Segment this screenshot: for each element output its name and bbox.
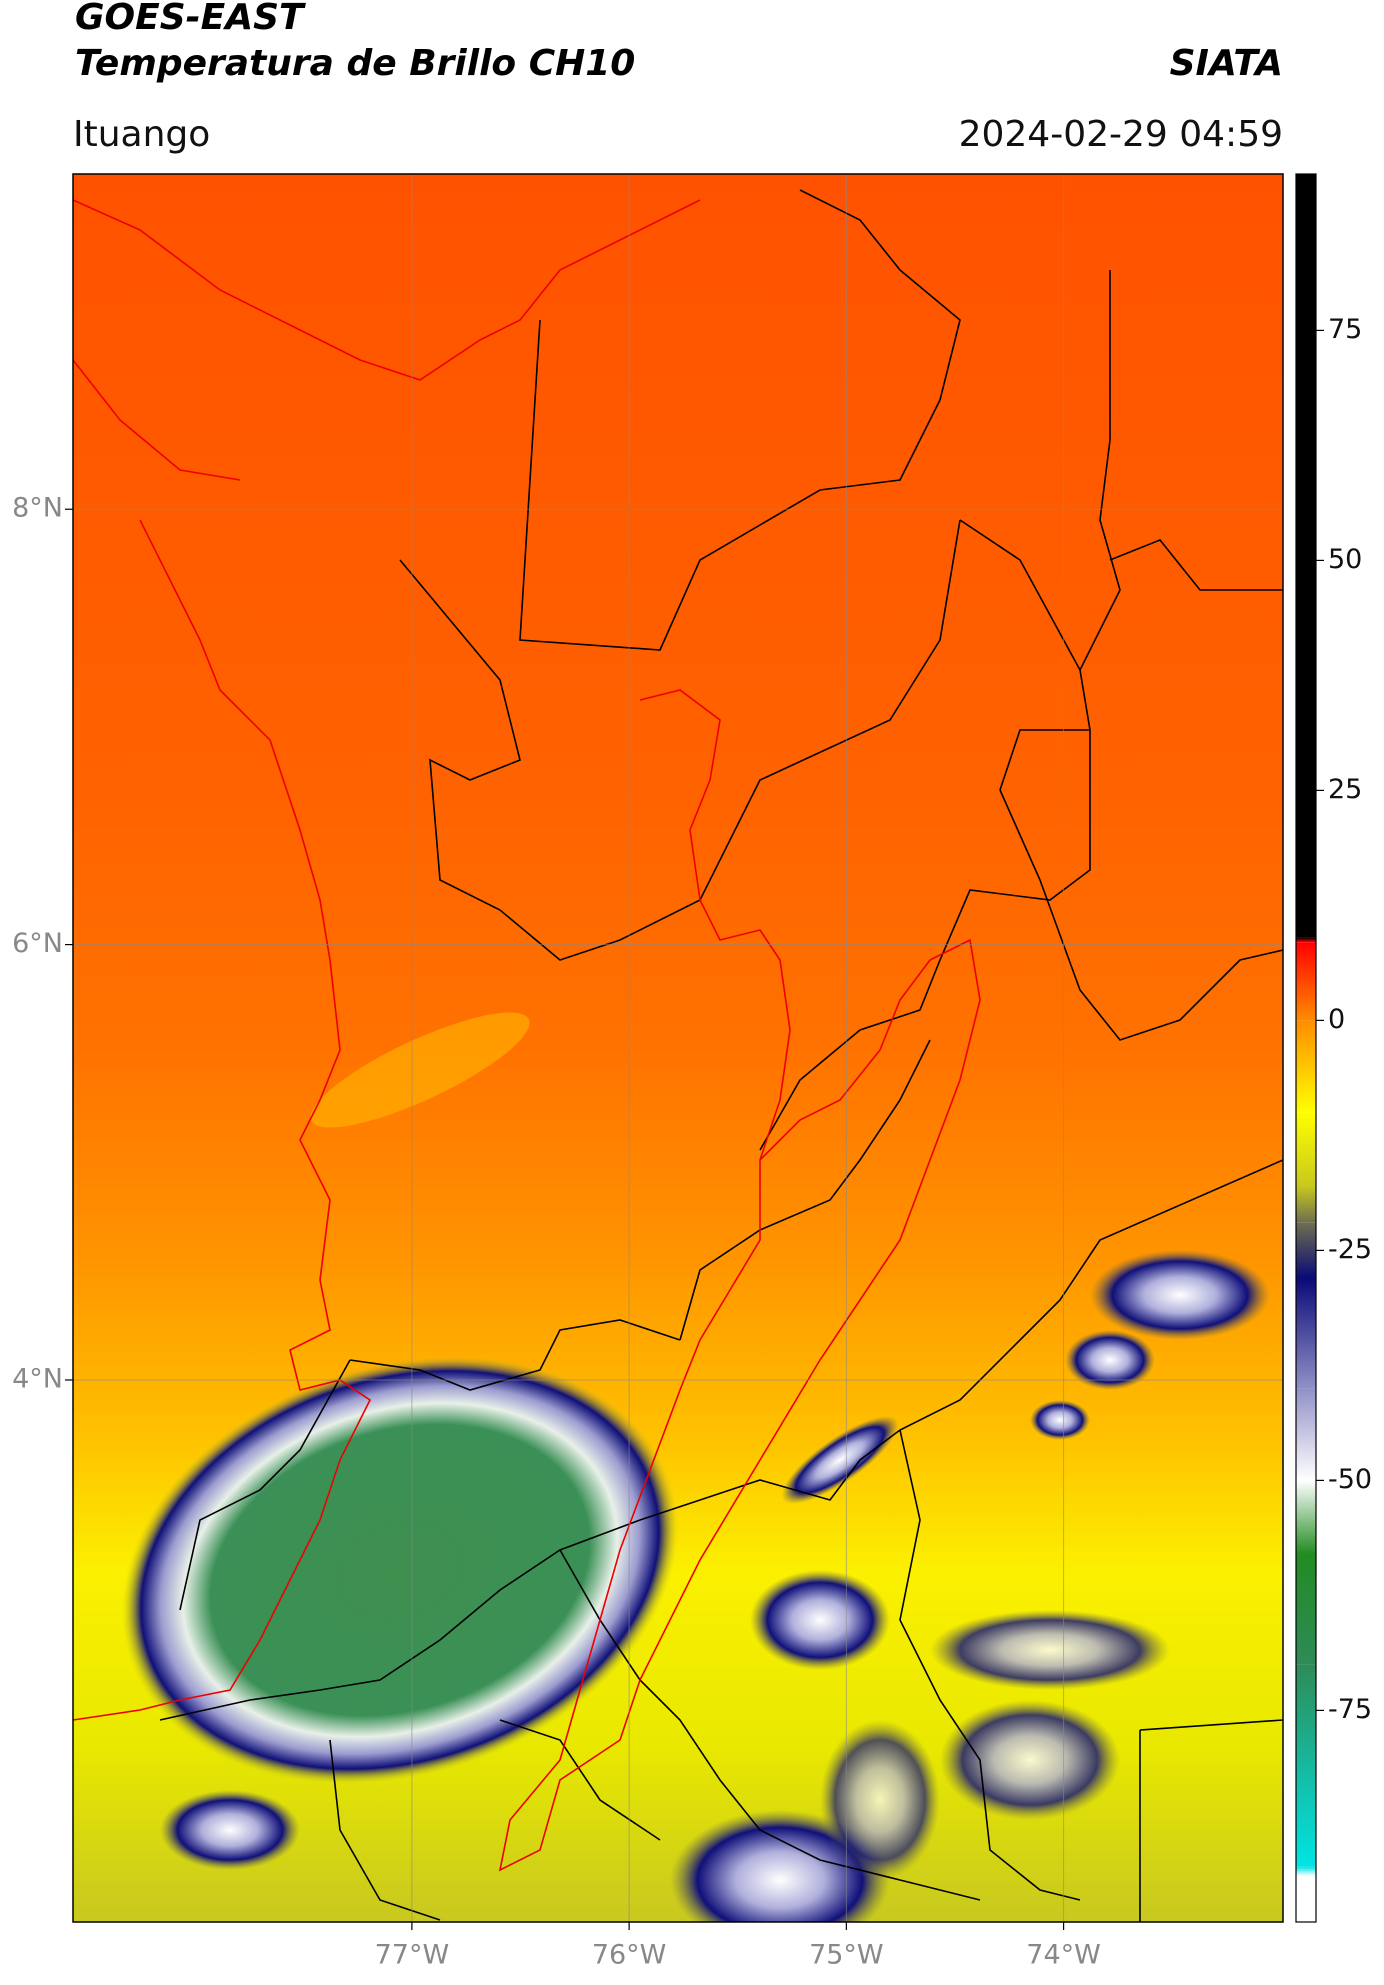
y-tick-label: 8°N <box>12 493 63 524</box>
cloud-cell <box>1030 1400 1090 1440</box>
colorbar-tick-label: 75 <box>1328 314 1362 345</box>
admin-borders <box>159 189 1283 1922</box>
colorbar-frame <box>1295 173 1317 1923</box>
cloud-cell <box>160 1790 300 1870</box>
colorbar-segment <box>1296 1278 1316 1389</box>
y-tick-label: 4°N <box>12 1363 63 1394</box>
warm-patch <box>310 1012 530 1128</box>
x-tick-label: 76°W <box>592 1940 667 1971</box>
colorbar-tick-label: -75 <box>1328 1694 1372 1725</box>
cloud-cell <box>820 1720 940 1880</box>
colorbar-segment <box>1296 1222 1316 1278</box>
subtitle: Temperatura de Brillo CH10 <box>75 43 635 84</box>
colorbar-segment <box>1296 1186 1316 1223</box>
coast-and-basin <box>73 199 981 1872</box>
colorbar-segment <box>1296 937 1316 943</box>
cloud-cell <box>940 1700 1120 1820</box>
colorbar-tick-label: 25 <box>1328 774 1362 805</box>
colorbar-tick-label: 50 <box>1328 544 1362 575</box>
colorbar <box>1296 174 1324 1922</box>
source: SIATA <box>1170 43 1283 84</box>
cloud-system <box>121 1356 679 1784</box>
x-tick-label: 74°W <box>1026 1940 1101 1971</box>
cloud-cell <box>1090 1250 1270 1340</box>
colorbar-segment <box>1296 1876 1316 1922</box>
x-tick-label: 77°W <box>375 1940 450 1971</box>
grid <box>65 174 1283 1930</box>
y-tick-label: 6°N <box>12 928 63 959</box>
colorbar-segment <box>1296 1554 1316 1665</box>
location: Ituango <box>73 114 210 155</box>
colorbar-tick-label: -50 <box>1328 1464 1372 1495</box>
colorbar-segment <box>1296 1480 1316 1554</box>
map-frame <box>72 173 1284 1923</box>
colorbar-segment <box>1296 1664 1316 1867</box>
colorbar-segment <box>1296 1388 1316 1481</box>
cloud-cell <box>781 1415 899 1505</box>
colorbar-segment <box>1296 1866 1316 1876</box>
colorbar-segment <box>1296 1112 1316 1186</box>
cloud-cell <box>1065 1330 1155 1390</box>
colorbar-segment <box>1296 942 1316 1021</box>
colorbar-segment <box>1296 174 1316 938</box>
colorbar-tick-label: -25 <box>1328 1234 1372 1265</box>
title: GOES-EAST <box>75 0 306 38</box>
colorbar-tick-label: 0 <box>1328 1004 1345 1035</box>
cloud-cell <box>750 1570 890 1670</box>
colorbar-segment <box>1296 1020 1316 1113</box>
x-tick-label: 75°W <box>809 1940 884 1971</box>
map-imagery <box>73 174 1283 1922</box>
cloud-cell <box>930 1610 1170 1690</box>
timestamp: 2024-02-29 04:59 <box>959 114 1283 155</box>
